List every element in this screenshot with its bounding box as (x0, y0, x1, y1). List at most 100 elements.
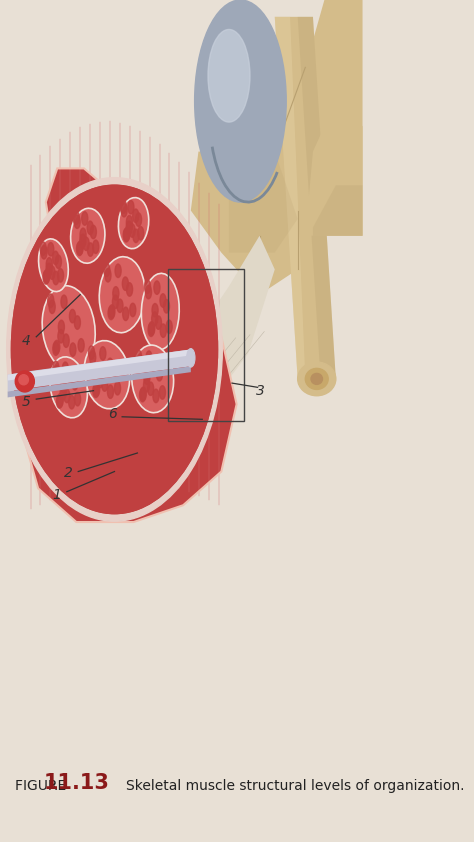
Circle shape (83, 237, 89, 250)
Circle shape (43, 270, 49, 284)
Polygon shape (229, 152, 298, 253)
Polygon shape (313, 185, 363, 236)
Circle shape (40, 242, 46, 255)
Circle shape (53, 361, 59, 375)
Circle shape (90, 350, 96, 364)
Circle shape (74, 392, 81, 406)
Circle shape (112, 295, 118, 308)
Ellipse shape (42, 285, 95, 371)
Circle shape (93, 383, 100, 397)
Circle shape (56, 395, 63, 408)
Circle shape (80, 234, 86, 248)
Circle shape (160, 294, 166, 307)
Circle shape (139, 388, 146, 402)
Circle shape (77, 241, 83, 254)
Circle shape (89, 346, 94, 360)
Circle shape (62, 362, 68, 376)
Circle shape (123, 228, 129, 242)
Circle shape (146, 351, 152, 365)
Circle shape (154, 281, 160, 295)
Text: 5: 5 (21, 396, 30, 409)
Polygon shape (8, 366, 191, 397)
Ellipse shape (187, 349, 195, 367)
Ellipse shape (71, 208, 105, 264)
Circle shape (46, 264, 52, 277)
Ellipse shape (132, 345, 173, 413)
Circle shape (55, 255, 62, 269)
Circle shape (114, 381, 120, 395)
Circle shape (120, 200, 127, 213)
Circle shape (53, 271, 59, 285)
Text: FIGURE: FIGURE (15, 779, 71, 793)
Text: 6: 6 (108, 408, 117, 421)
Circle shape (153, 389, 159, 402)
Circle shape (108, 385, 113, 398)
Circle shape (156, 367, 163, 381)
Polygon shape (76, 236, 275, 438)
Circle shape (159, 386, 165, 399)
Circle shape (133, 229, 139, 242)
Circle shape (54, 365, 60, 379)
Circle shape (91, 226, 96, 239)
Circle shape (72, 376, 78, 390)
Circle shape (48, 242, 54, 256)
Circle shape (41, 246, 47, 259)
Circle shape (115, 264, 121, 278)
Polygon shape (298, 17, 336, 379)
Circle shape (82, 211, 88, 225)
Circle shape (144, 371, 150, 385)
Ellipse shape (11, 185, 218, 514)
Circle shape (87, 242, 93, 256)
Circle shape (76, 242, 82, 256)
Text: 4: 4 (21, 334, 30, 348)
Circle shape (128, 200, 134, 214)
Circle shape (101, 378, 108, 392)
Circle shape (109, 305, 115, 318)
Ellipse shape (141, 274, 179, 349)
Circle shape (127, 283, 133, 296)
Circle shape (58, 329, 64, 343)
Circle shape (57, 394, 63, 408)
Circle shape (44, 269, 50, 283)
Circle shape (80, 228, 86, 242)
Circle shape (127, 216, 132, 229)
Ellipse shape (99, 257, 145, 333)
Circle shape (137, 226, 144, 240)
Circle shape (73, 211, 79, 225)
Circle shape (166, 320, 172, 333)
Circle shape (70, 343, 76, 356)
Text: Skeletal muscle structural levels of organization.: Skeletal muscle structural levels of org… (126, 779, 465, 793)
Circle shape (152, 303, 158, 317)
Text: 1: 1 (53, 488, 62, 502)
Circle shape (111, 363, 118, 376)
Circle shape (108, 306, 114, 320)
Circle shape (68, 372, 74, 386)
Circle shape (124, 227, 130, 241)
Circle shape (87, 221, 93, 235)
Circle shape (122, 277, 128, 290)
Circle shape (78, 338, 84, 352)
Circle shape (104, 263, 110, 276)
Circle shape (53, 342, 59, 355)
Polygon shape (8, 349, 191, 381)
Circle shape (148, 323, 154, 337)
Circle shape (164, 300, 170, 313)
Ellipse shape (19, 375, 28, 385)
Ellipse shape (15, 370, 34, 392)
Circle shape (74, 316, 81, 329)
Circle shape (140, 387, 146, 401)
Circle shape (69, 309, 75, 322)
Circle shape (160, 324, 166, 338)
Circle shape (53, 251, 59, 264)
Circle shape (208, 29, 250, 122)
Circle shape (133, 209, 139, 222)
Text: 2: 2 (64, 466, 73, 480)
Circle shape (117, 299, 123, 312)
Circle shape (60, 386, 66, 400)
Circle shape (137, 354, 143, 368)
Circle shape (58, 320, 64, 333)
Circle shape (48, 294, 54, 307)
Circle shape (74, 215, 80, 228)
Circle shape (98, 367, 104, 381)
Ellipse shape (311, 374, 322, 384)
